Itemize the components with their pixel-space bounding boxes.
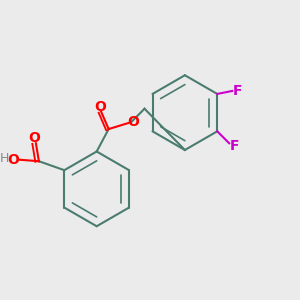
Text: H: H bbox=[0, 152, 10, 165]
Text: O: O bbox=[94, 100, 106, 114]
Text: F: F bbox=[230, 139, 239, 153]
Text: O: O bbox=[127, 115, 139, 129]
Text: O: O bbox=[28, 131, 40, 145]
Text: O: O bbox=[7, 153, 19, 167]
Text: F: F bbox=[233, 84, 242, 98]
